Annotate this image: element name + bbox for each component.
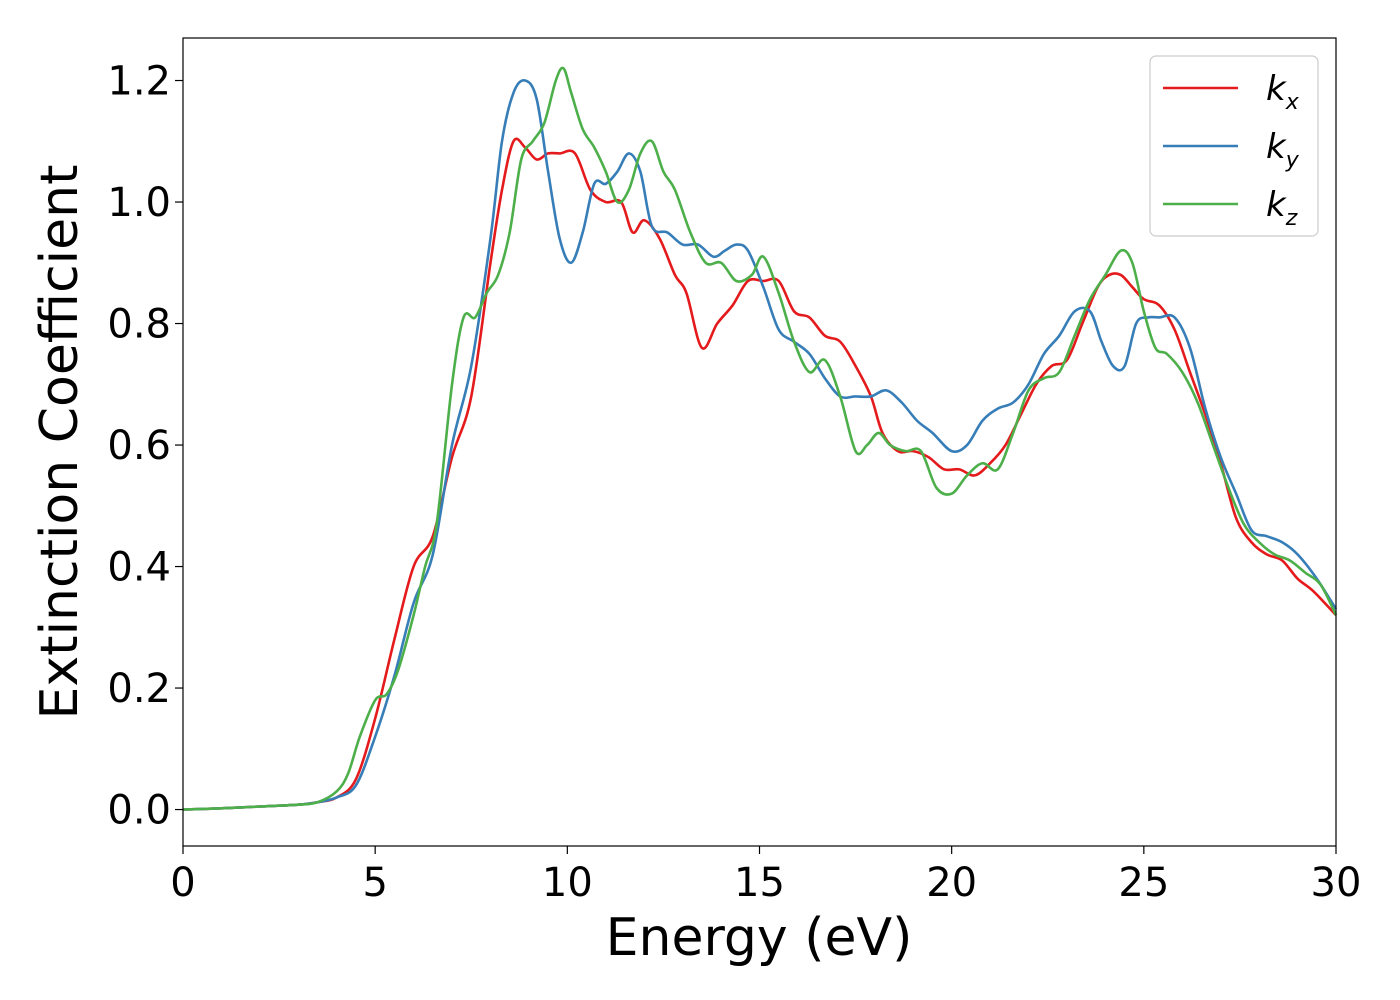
x-tick-label: 0	[170, 860, 195, 906]
y-tick-label: 0.8	[107, 302, 171, 348]
x-tick-label: 15	[734, 860, 785, 906]
series-lines	[182, 66, 1338, 811]
y-tick-label: 0.4	[107, 545, 171, 591]
y-axis: 0.0 0.2 0.4 0.6 0.8 1.0 1.2	[107, 59, 183, 834]
x-tick-label: 5	[362, 860, 387, 906]
y-tick-label: 1.0	[107, 180, 171, 226]
series-line-kx	[182, 137, 1337, 811]
x-axis: 0 5 10 15 20 25 30	[170, 846, 1361, 906]
y-tick-label: 0.6	[107, 423, 171, 469]
y-tick-label: 0.0	[107, 788, 171, 834]
y-axis-title: Extinction Coefficient	[30, 165, 90, 720]
x-tick-label: 10	[542, 860, 593, 906]
legend-label-ky: ky	[1266, 127, 1300, 173]
series-line-ky	[182, 79, 1338, 811]
legend-label-kz: kz	[1266, 185, 1298, 231]
x-tick-label: 25	[1118, 860, 1169, 906]
y-tick-label: 1.2	[107, 59, 171, 105]
x-tick-label: 30	[1311, 860, 1362, 906]
x-axis-title: Energy (eV)	[606, 908, 913, 968]
legend-label-kx: kx	[1266, 69, 1300, 115]
series-line-kz	[182, 66, 1338, 811]
y-tick-label: 0.2	[107, 666, 171, 712]
legend: kx ky kz	[1149, 55, 1319, 237]
x-tick-label: 20	[926, 860, 977, 906]
